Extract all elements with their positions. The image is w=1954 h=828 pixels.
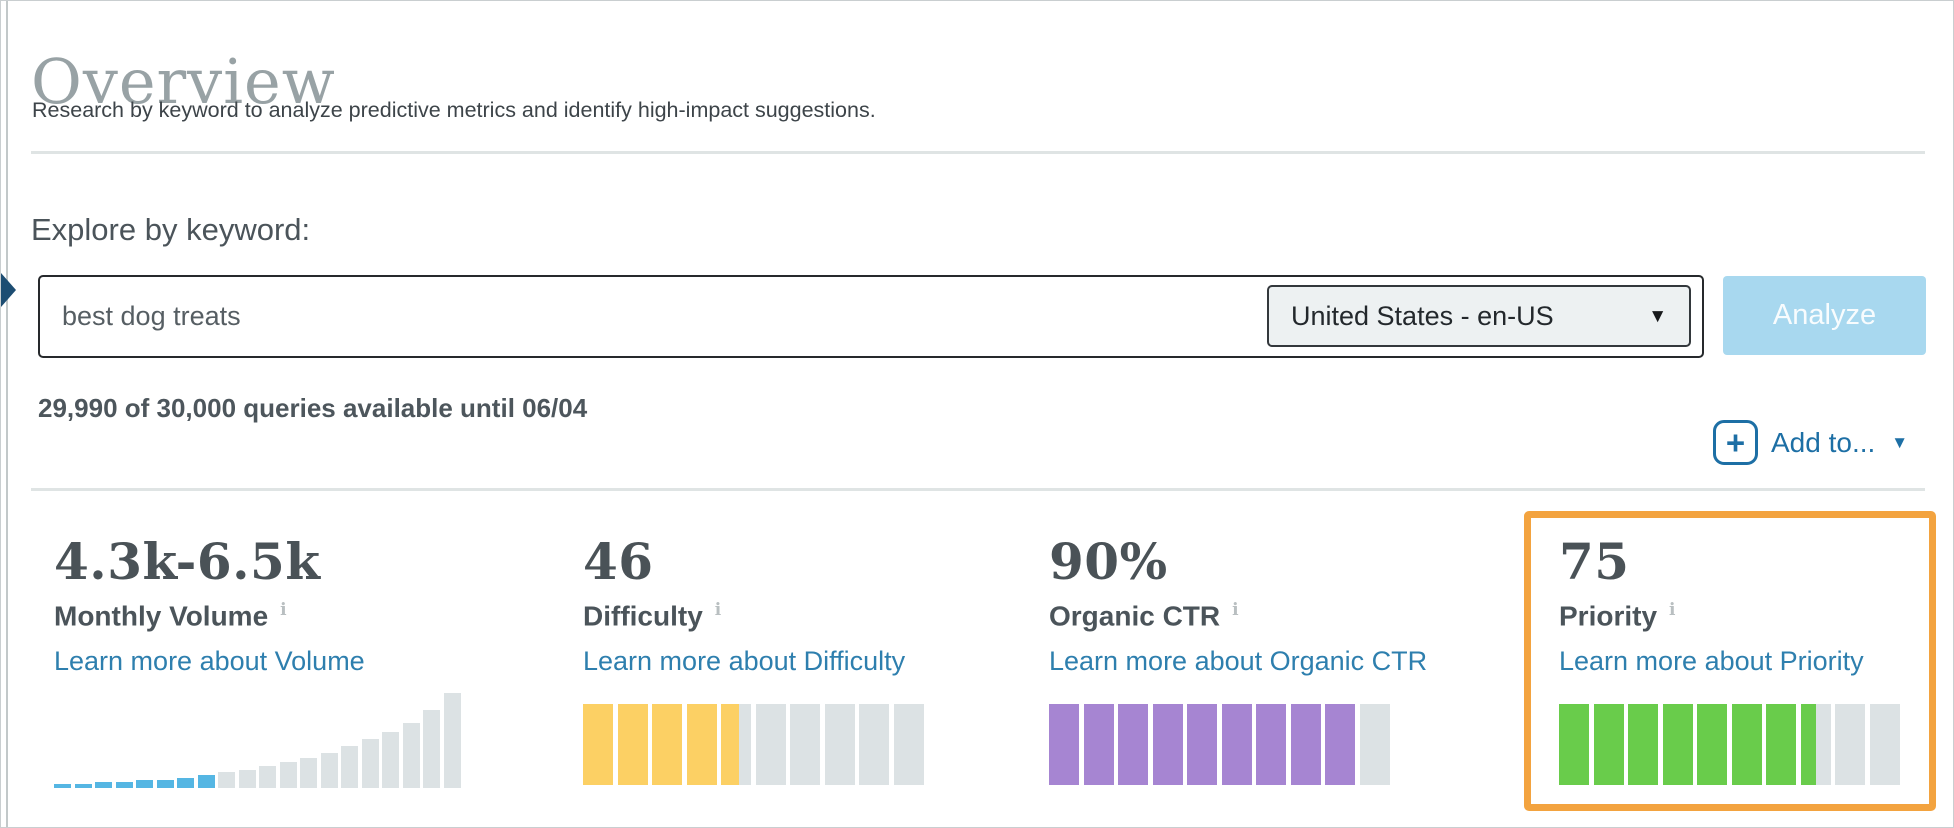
explore-by-keyword-heading: Explore by keyword: (31, 212, 311, 247)
query-quota-text: 29,990 of 30,000 queries available until… (38, 393, 588, 423)
histogram-bar (382, 732, 399, 788)
histogram-bar (136, 780, 153, 788)
learn-more-link[interactable]: Learn more about Organic CTR (1049, 646, 1428, 676)
meter-segment (652, 704, 682, 785)
page-subtitle: Research by keyword to analyze predictiv… (32, 98, 876, 122)
sidebar-expand-arrow-icon[interactable] (1, 273, 16, 307)
monthly-volume-histogram (54, 692, 461, 788)
meter-segment (1559, 704, 1589, 785)
metric-label-text: Difficulty (583, 600, 703, 632)
chevron-down-icon: ▼ (1891, 433, 1909, 452)
meter-segment (1221, 704, 1252, 785)
metric-card-difficulty: 46 Difficulty i Learn more about Difficul… (583, 532, 930, 812)
histogram-bar (300, 758, 317, 788)
histogram-bar (115, 782, 133, 788)
chevron-down-icon: ▼ (1648, 305, 1667, 327)
meter-segment (1800, 704, 1831, 785)
histogram-bar (443, 693, 461, 788)
histogram-bar (197, 775, 215, 788)
metric-label-text: Priority (1559, 600, 1658, 632)
meter-segment (1697, 704, 1727, 785)
meter-segment (1593, 704, 1624, 785)
meter-segment (755, 704, 786, 785)
histogram-bar (54, 784, 71, 788)
metric-label: Monthly Volume i (54, 600, 287, 632)
page-title: Overview (31, 44, 336, 118)
divider (31, 488, 1925, 491)
meter-segment (1187, 704, 1217, 785)
meter-segment (1152, 704, 1183, 785)
meter-segment (1628, 704, 1658, 785)
learn-more-link[interactable]: Learn more about Priority (1559, 646, 1864, 676)
metric-card-monthly-volume: 4.3k-6.5k Monthly Volume i Learn more abo… (54, 532, 466, 812)
meter-segment (1766, 704, 1796, 785)
histogram-bar (177, 778, 194, 788)
histogram-bar (74, 784, 92, 788)
metric-value: 46 (583, 532, 654, 591)
histogram-bar (423, 710, 440, 788)
priority-meter (1559, 704, 1900, 785)
metric-label: Organic CTR i (1049, 600, 1239, 632)
meter-segment (1731, 704, 1762, 785)
organic-ctr-meter (1049, 704, 1390, 785)
meter-segment (1290, 704, 1321, 785)
info-icon[interactable]: i (1232, 600, 1239, 620)
meter-segment (1118, 704, 1148, 785)
metric-label: Difficulty i (583, 600, 721, 632)
meter-segment (1256, 704, 1286, 785)
locale-select[interactable]: United States - en-US ▼ (1267, 285, 1691, 347)
plus-icon: + (1713, 420, 1758, 465)
meter-segment (1835, 704, 1865, 785)
meter-segment (1049, 704, 1079, 785)
metric-label: Priority i (1559, 600, 1676, 632)
difficulty-meter (583, 704, 924, 785)
metric-value: 90% (1049, 532, 1168, 591)
metric-card-priority: 75 Priority i Learn more about Priority (1559, 532, 1900, 812)
meter-segment (583, 704, 613, 785)
analyze-button[interactable]: Analyze (1723, 276, 1926, 355)
learn-more-link[interactable]: Learn more about Difficulty (583, 646, 906, 676)
info-icon[interactable]: i (714, 600, 722, 620)
divider (31, 151, 1925, 154)
histogram-bar (218, 772, 235, 788)
meter-segment (790, 704, 820, 785)
meter-segment (824, 704, 855, 785)
page-left-edge-line (6, 1, 8, 827)
meter-segment (1359, 704, 1390, 785)
histogram-bar (156, 780, 174, 788)
histogram-bar (238, 770, 256, 788)
meter-segment (893, 704, 924, 785)
histogram-bar (279, 762, 297, 788)
meter-segment (1083, 704, 1114, 785)
histogram-bar (341, 746, 358, 788)
add-to-label: Add to... (1771, 426, 1876, 458)
metric-label-text: Monthly Volume (54, 600, 269, 632)
meter-segment (721, 704, 751, 785)
learn-more-link[interactable]: Learn more about Volume (54, 646, 365, 676)
locale-select-value: United States - en-US (1291, 300, 1554, 331)
meter-segment (686, 704, 717, 785)
meter-segment (617, 704, 648, 785)
histogram-bar (320, 753, 338, 788)
histogram-bar (361, 739, 379, 788)
histogram-bar (402, 723, 420, 788)
info-icon[interactable]: i (280, 600, 287, 620)
info-icon[interactable]: i (1669, 600, 1676, 620)
metric-value: 75 (1559, 532, 1630, 591)
metric-value: 4.3k-6.5k (54, 532, 321, 591)
meter-segment (859, 704, 889, 785)
histogram-bar (95, 782, 112, 788)
metric-label-text: Organic CTR (1049, 600, 1221, 632)
add-to-button[interactable]: + Add to... ▼ (1713, 420, 1908, 465)
meter-segment (1869, 704, 1900, 785)
meter-segment (1325, 704, 1355, 785)
histogram-bar (259, 766, 276, 788)
metric-card-organic-ctr: 90% Organic CTR i Learn more about Organi… (1049, 532, 1427, 812)
meter-segment (1662, 704, 1693, 785)
